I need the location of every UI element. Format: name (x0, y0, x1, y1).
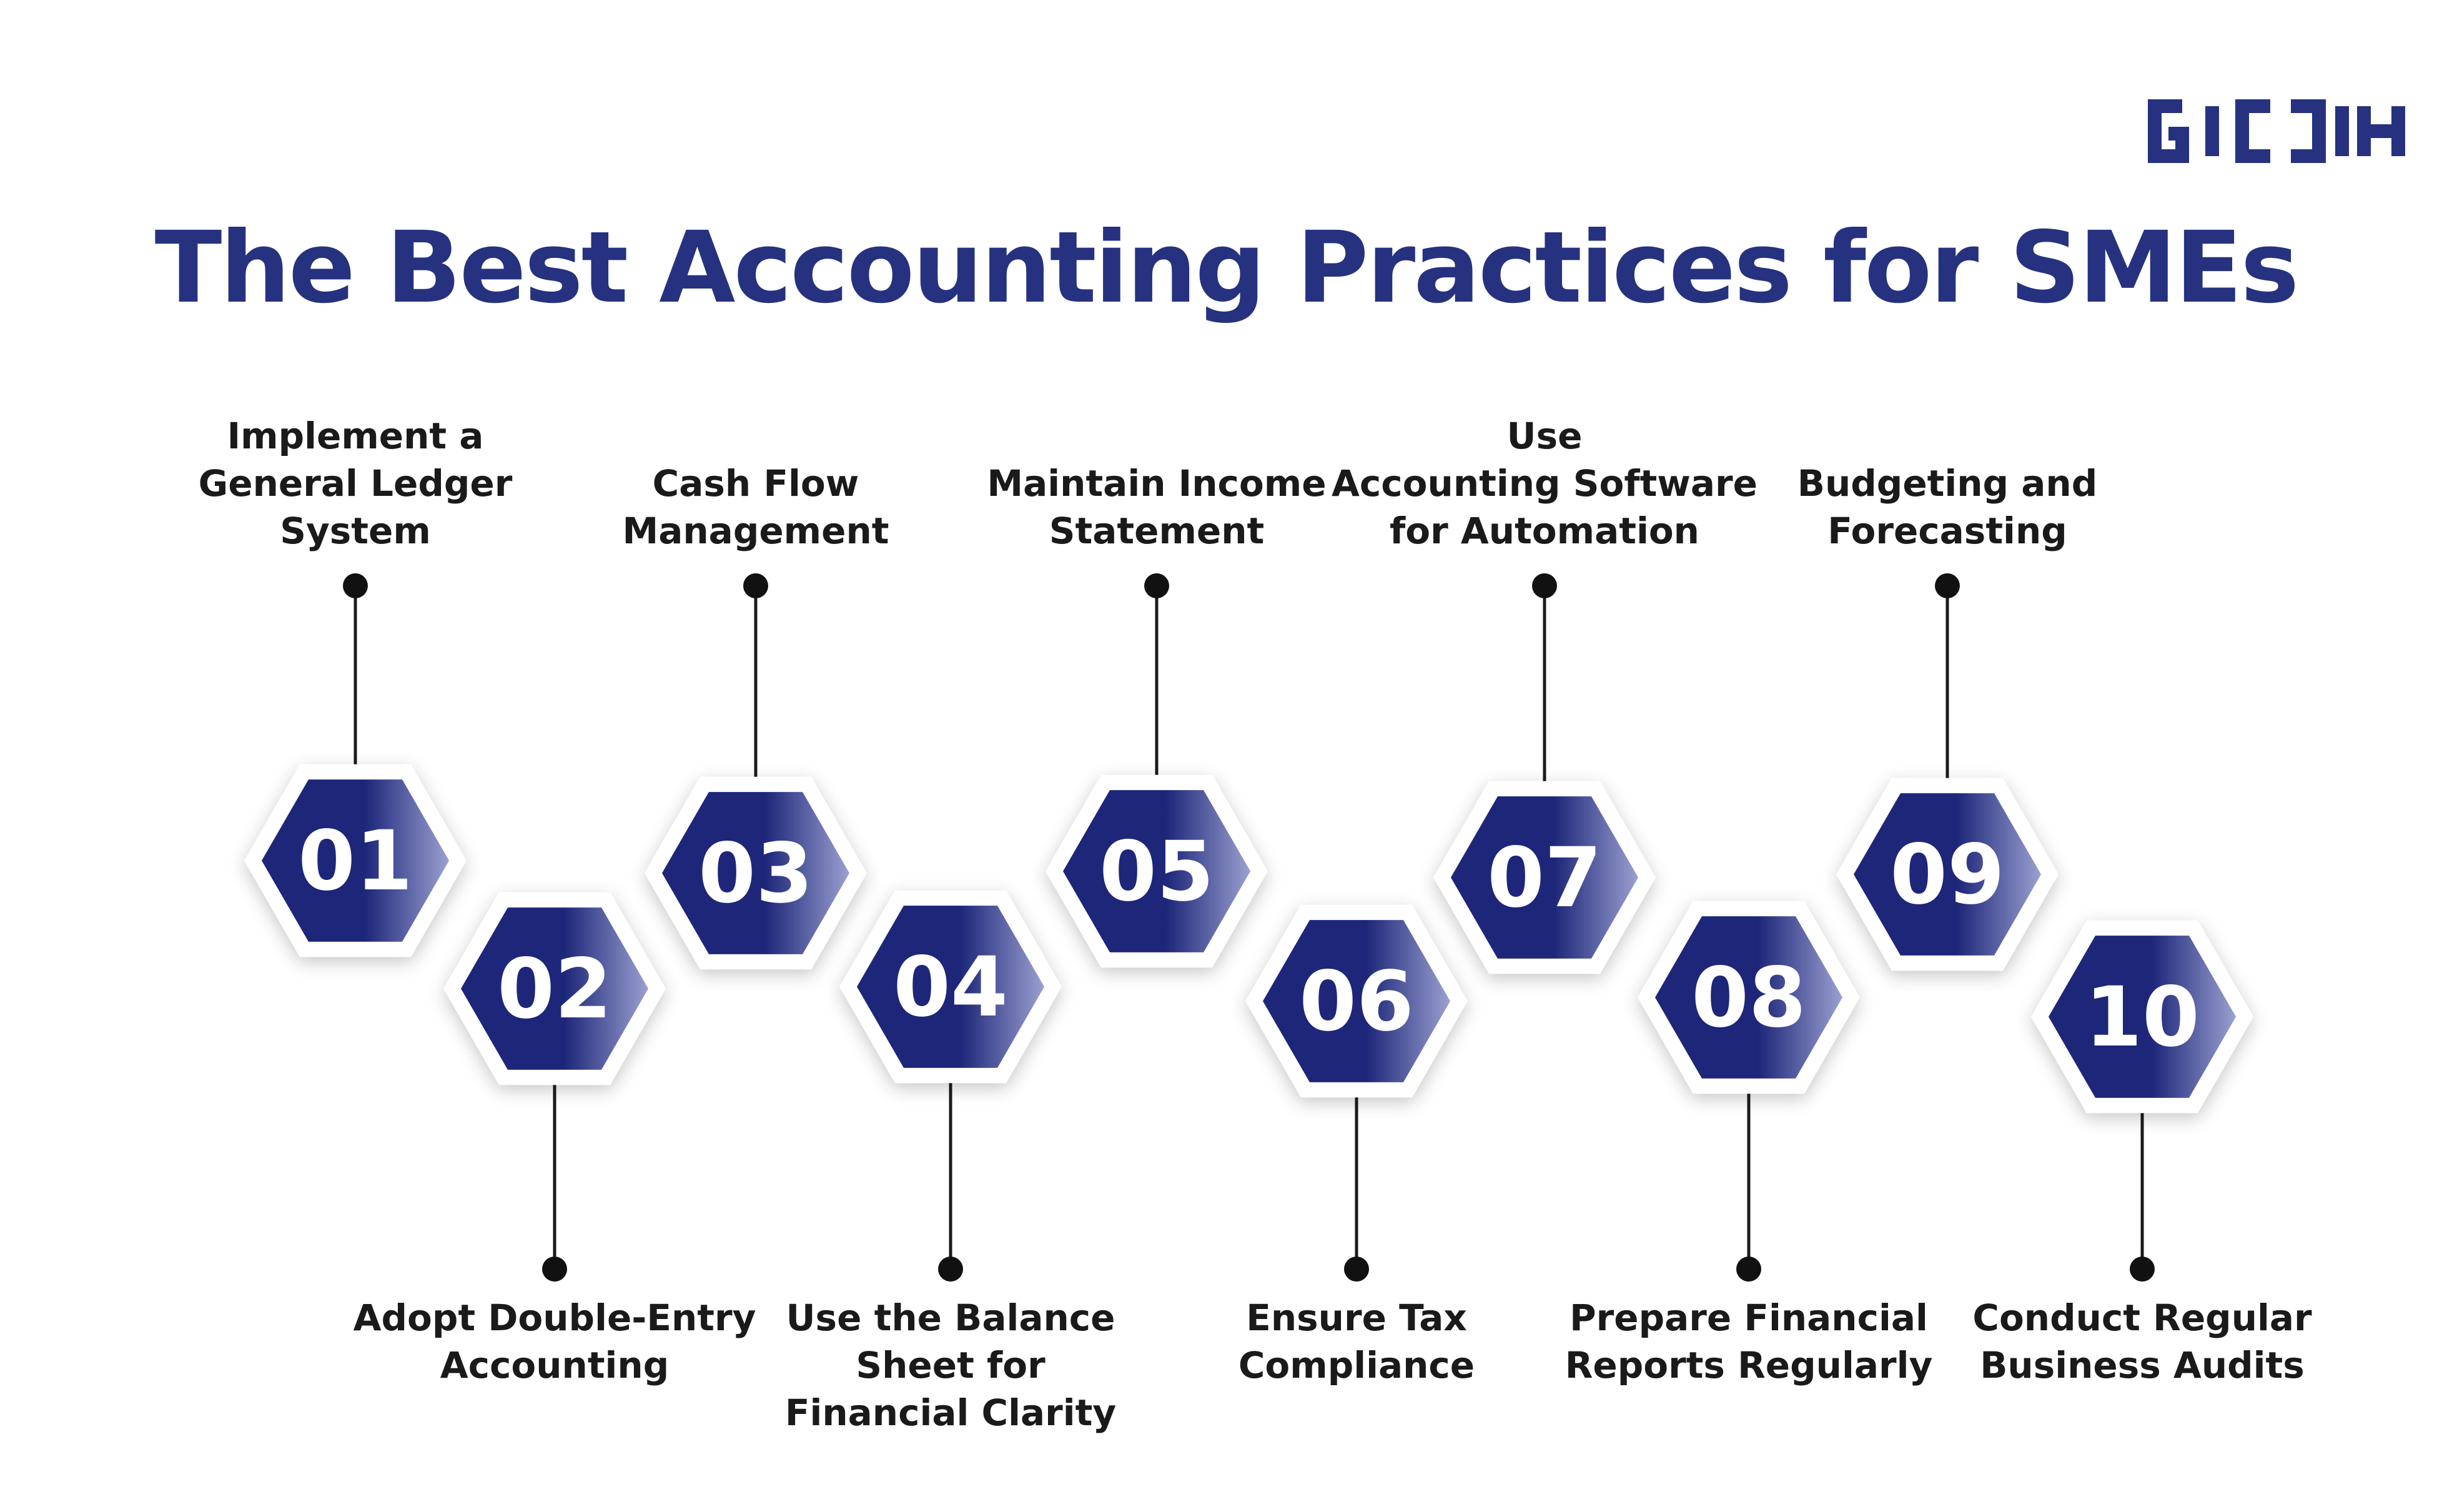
step-label-02: Adopt Double-Entry Accounting (353, 1297, 756, 1386)
connector-dot-08 (1736, 1257, 1761, 1282)
hexagon-fill (1063, 790, 1250, 952)
connector-dot-04 (938, 1257, 963, 1282)
hexagon-fill (1655, 916, 1842, 1079)
connector-dot-01 (343, 573, 368, 598)
step-label-05: Maintain Income Statement (987, 462, 1327, 552)
step-label-06: Ensure Tax Compliance (1238, 1297, 1475, 1386)
hexagon-fill (1451, 796, 1638, 959)
connector-dot-07 (1532, 573, 1557, 598)
step-hexagon-04: 04 (839, 890, 1062, 1084)
step-number: 01 (298, 813, 413, 909)
step-hexagon-03: 03 (645, 776, 867, 970)
page-title: The Best Accounting Practices for SMEs (154, 210, 2300, 325)
hexagon-fill (662, 792, 849, 954)
step-number: 03 (698, 826, 813, 922)
connector-dot-10 (2130, 1257, 2155, 1282)
hexagon-fill (2049, 936, 2236, 1098)
step-hexagon-10: 10 (2031, 920, 2253, 1114)
hexagon-fill (1263, 920, 1450, 1082)
step-label-08: Prepare Financial Reports Regularly (1565, 1297, 1933, 1386)
connector-dot-06 (1344, 1257, 1369, 1282)
step-number: 10 (2085, 969, 2200, 1065)
connector-dot-09 (1935, 573, 1960, 598)
hexagon-fill (1854, 793, 2041, 956)
step-hexagon-06: 06 (1245, 904, 1468, 1098)
step-label-10: Conduct Regular Business Audits (1972, 1297, 2312, 1386)
step-hexagon-01: 01 (244, 764, 467, 957)
step-number: 05 (1099, 824, 1214, 920)
connector-dot-02 (542, 1257, 567, 1282)
hexagon-fill (262, 779, 449, 942)
step-number: 06 (1299, 954, 1414, 1050)
step-label-03: Cash Flow Management (622, 462, 889, 552)
step-hexagon-07: 07 (1433, 781, 1656, 974)
step-number: 07 (1487, 830, 1602, 926)
step-hexagon-02: 02 (443, 892, 666, 1085)
step-hexagon-08: 08 (1638, 901, 1860, 1094)
step-hexagon-09: 09 (1836, 778, 2059, 971)
giddh-logo (2148, 99, 2405, 163)
step-label-04: Use the Balance Sheet for Financial Clar… (784, 1297, 1117, 1434)
connector-dot-05 (1144, 573, 1169, 598)
step-label-07: Use Accounting Software for Automation (1332, 415, 1757, 552)
step-label-01: Implement a General Ledger System (198, 415, 513, 552)
step-number: 04 (893, 939, 1008, 1035)
hexagon-fill (461, 907, 648, 1070)
step-hexagon-05: 05 (1046, 774, 1268, 968)
step-number: 08 (1691, 950, 1806, 1046)
step-number: 02 (497, 941, 612, 1037)
connector-dot-03 (743, 573, 768, 598)
step-label-09: Budgeting and Forecasting (1797, 462, 2098, 552)
hexagon-fill (857, 906, 1044, 1068)
step-number: 09 (1890, 827, 2005, 923)
